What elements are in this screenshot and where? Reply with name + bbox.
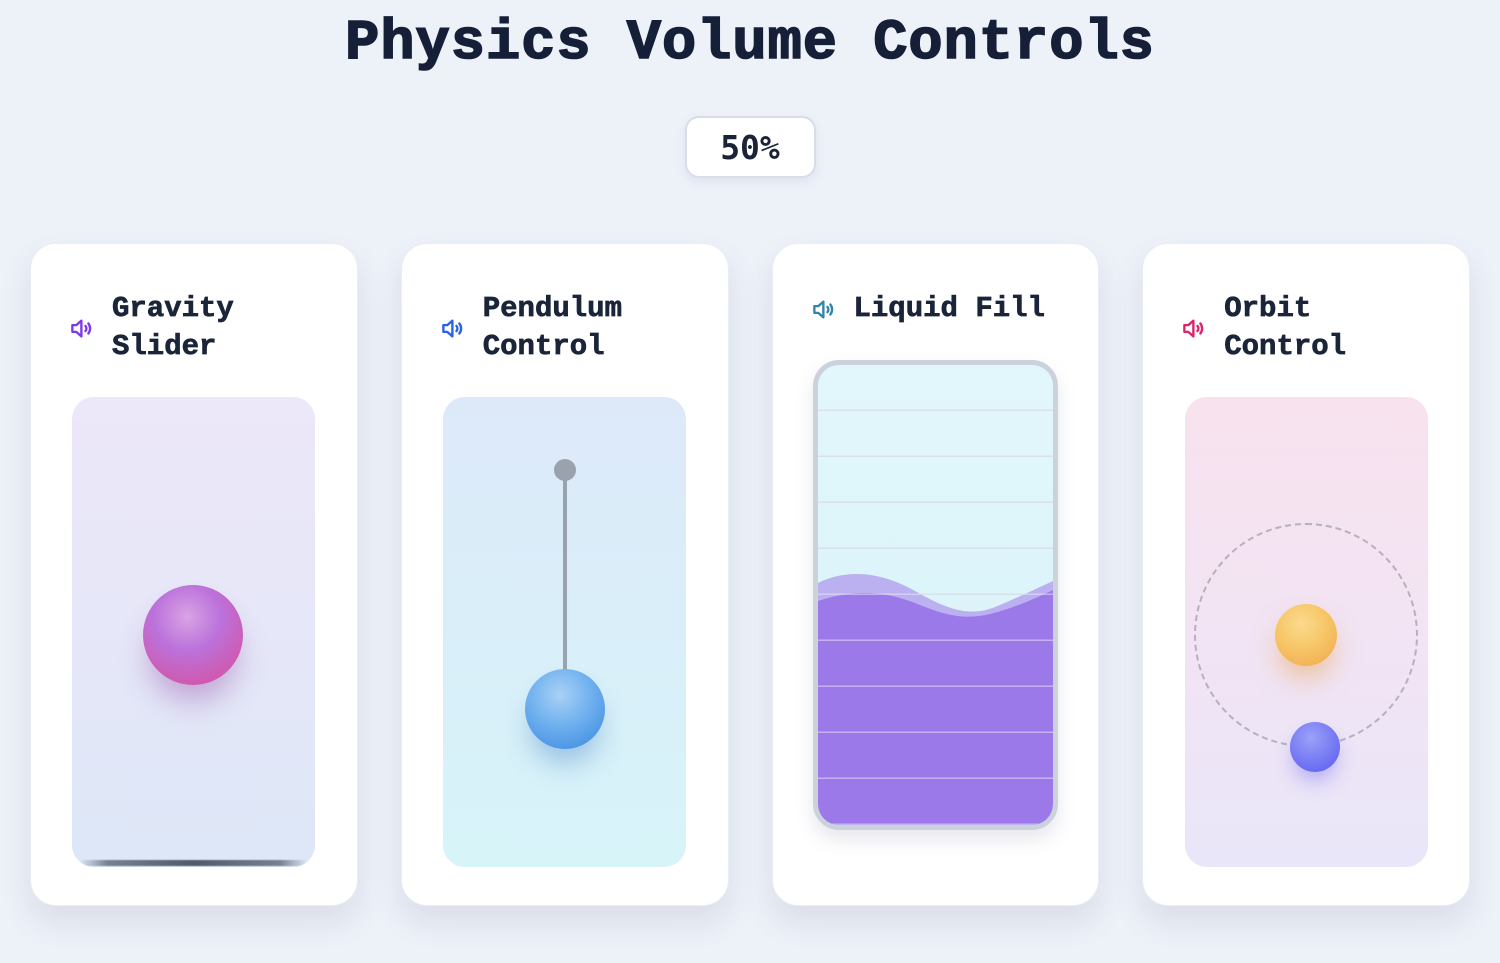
controls-row: Gravity Slider Pendulum Control [0,243,1500,906]
orbit-planet-handle[interactable] [1289,721,1340,772]
card-gravity-header: Gravity Slider [31,244,357,367]
card-liquid-header: Liquid Fill [773,244,1099,328]
gravity-ball-handle[interactable] [143,584,244,685]
volume-speaker-icon [441,319,462,338]
card-gravity-slider: Gravity Slider [30,243,358,906]
pendulum-rod [562,473,567,709]
card-orbit-control: Orbit Control [1142,243,1470,906]
pendulum-pivot-dot [553,458,576,481]
volume-speaker-icon [71,319,92,338]
card-orbit-title: Orbit Control [1224,292,1347,364]
volume-speaker-icon [1183,319,1204,338]
orbit-track[interactable] [1184,396,1428,867]
liquid-wave-graphic [817,574,1053,826]
orbit-sun-ball [1274,603,1337,666]
pendulum-track[interactable] [443,396,687,867]
volume-value-display: 50% [684,116,816,178]
card-pendulum-header: Pendulum Control [402,244,728,367]
card-pendulum-title: Pendulum Control [482,292,622,364]
pendulum-ball-handle[interactable] [524,668,605,749]
card-orbit-header: Orbit Control [1143,244,1469,367]
card-liquid-fill: Liquid Fill [771,243,1100,906]
gravity-slider-track[interactable] [72,396,316,867]
volume-speaker-icon [812,300,833,319]
liquid-fill-container[interactable] [812,360,1058,831]
card-gravity-title: Gravity Slider [112,292,235,364]
volume-value-text: 50% [720,127,780,167]
gravity-floor-line [80,859,308,866]
card-pendulum-control: Pendulum Control [400,243,729,906]
page-title: Physics Volume Controls [344,11,1155,77]
liquid-gridlines-overlay [817,365,1053,826]
card-liquid-title: Liquid Fill [853,292,1045,326]
